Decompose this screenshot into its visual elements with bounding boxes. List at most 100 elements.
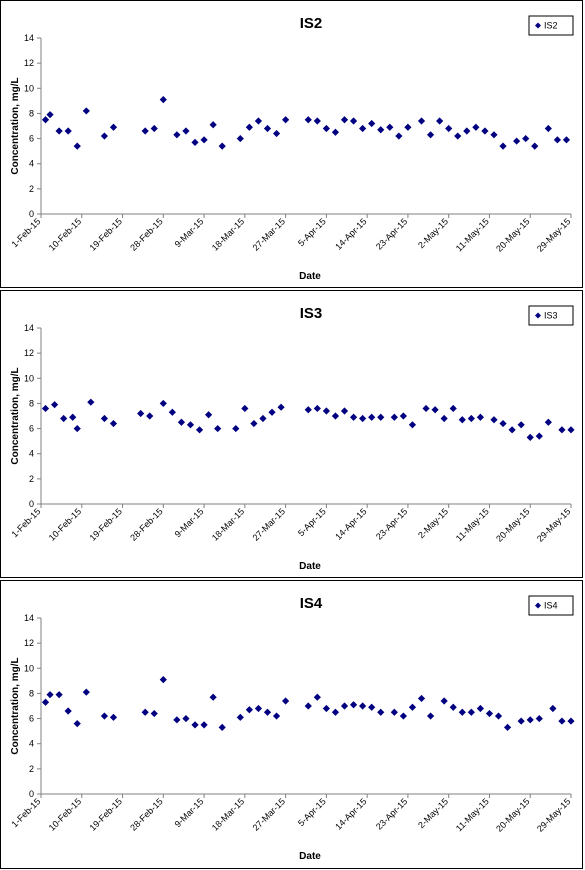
data-point	[173, 716, 181, 724]
data-point	[508, 426, 516, 434]
y-tick-label: 0	[29, 789, 34, 799]
data-point	[544, 124, 552, 133]
chart-svg: IS2 0 2 4 6 8 10 12 14 1-Feb-15 10-Feb-15 19-Feb-15…	[10, 15, 574, 282]
data-point	[322, 124, 330, 133]
data-point	[449, 404, 457, 413]
y-axis-label: Concentration, mg/L	[10, 367, 21, 464]
x-tick-label: 18-Mar-15	[210, 796, 246, 832]
data-point	[150, 124, 158, 133]
data-point	[60, 414, 68, 423]
data-point	[377, 413, 385, 421]
data-point	[404, 123, 412, 131]
legend-box	[528, 305, 574, 326]
data-point	[522, 134, 530, 143]
data-point	[263, 124, 272, 133]
y-tick-label: 6	[29, 424, 34, 434]
data-point	[236, 134, 244, 143]
data-point	[191, 138, 199, 146]
x-tick-label: 20-May-15	[494, 796, 531, 833]
x-tick-label: 28-Feb-15	[128, 506, 164, 542]
y-tick-label: 12	[24, 58, 34, 68]
data-point	[46, 111, 54, 119]
chart-panel-is4: IS4 0 2 4 6 8 10 12 14 1-Feb-15 10-Feb-15 19-Feb-15…	[0, 580, 583, 869]
data-point	[282, 116, 290, 124]
data-point	[368, 703, 376, 711]
x-tick-label: 14-Apr-15	[333, 216, 368, 251]
x-tick-label: 9-Mar-15	[173, 506, 206, 539]
data-point	[322, 407, 330, 415]
data-point	[386, 123, 394, 131]
x-tick-label: 14-Apr-15	[333, 796, 368, 831]
y-tick-label: 8	[29, 108, 34, 118]
data-point	[241, 404, 249, 413]
data-point	[109, 713, 118, 721]
data-point	[137, 409, 145, 418]
data-point	[544, 418, 552, 426]
legend-box	[528, 15, 574, 36]
y-tick-label: 4	[29, 449, 34, 459]
y-tick-label: 10	[24, 663, 34, 673]
chart-title: IS2	[300, 15, 323, 32]
x-axis-label: Date	[299, 561, 321, 572]
data-point	[200, 721, 208, 729]
x-tick-label: 23-Apr-15	[374, 216, 409, 251]
data-point	[87, 398, 95, 406]
data-point	[463, 127, 471, 135]
x-tick-label: 19-Feb-15	[88, 216, 124, 252]
x-tick-label: 11-May-15	[454, 796, 491, 833]
data-point	[422, 404, 430, 413]
data-point	[458, 416, 466, 424]
y-tick-label: 12	[24, 638, 34, 648]
data-point	[517, 421, 525, 429]
data-point	[159, 399, 167, 408]
legend-marker	[535, 312, 541, 319]
data-point	[182, 127, 190, 135]
legend-label: IS4	[544, 601, 558, 611]
chart-panel-is2: IS2 0 2 4 6 8 10 12 14 1-Feb-15 10-Feb-15 19-Feb-15…	[0, 0, 583, 288]
data-point	[440, 414, 448, 423]
data-point	[245, 706, 253, 714]
x-axis-label: Date	[299, 851, 321, 862]
y-tick-label: 14	[24, 33, 34, 43]
x-tick-label: 14-Apr-15	[333, 506, 368, 541]
data-point	[476, 413, 485, 421]
x-tick-label: 27-Mar-15	[251, 216, 287, 252]
data-point	[399, 712, 407, 720]
x-tick-label: 9-Mar-15	[173, 216, 206, 249]
x-tick-label: 19-Feb-15	[88, 506, 124, 542]
data-point	[82, 107, 90, 115]
data-point	[82, 688, 90, 696]
data-point	[476, 704, 485, 713]
data-point	[209, 121, 217, 129]
y-tick-label: 4	[29, 739, 34, 749]
data-point	[467, 414, 475, 423]
x-tick-label: 20-May-15	[494, 506, 531, 543]
x-tick-label: 29-May-15	[535, 796, 572, 833]
data-point	[100, 414, 109, 423]
data-point	[390, 413, 398, 421]
data-point	[517, 717, 525, 725]
chart-title: IS4	[300, 595, 323, 612]
data-point	[41, 404, 50, 413]
data-point	[440, 697, 448, 705]
x-tick-label: 20-May-15	[494, 216, 531, 253]
x-tick-label: 10-Feb-15	[47, 796, 83, 832]
data-point	[526, 716, 534, 724]
x-tick-label: 28-Feb-15	[128, 216, 164, 252]
data-point	[41, 698, 50, 706]
data-point	[503, 723, 512, 731]
legend-marker	[535, 602, 541, 609]
data-point	[490, 131, 498, 139]
data-point	[150, 709, 158, 718]
data-point	[236, 713, 244, 721]
data-point	[445, 124, 453, 133]
x-tick-label: 29-May-15	[535, 506, 572, 543]
data-point	[567, 426, 575, 434]
data-point	[436, 117, 444, 125]
data-point	[50, 401, 59, 409]
y-tick-label: 4	[29, 159, 34, 169]
data-point	[159, 96, 167, 104]
data-point	[64, 127, 72, 135]
data-point	[531, 142, 539, 150]
data-point	[109, 419, 118, 428]
